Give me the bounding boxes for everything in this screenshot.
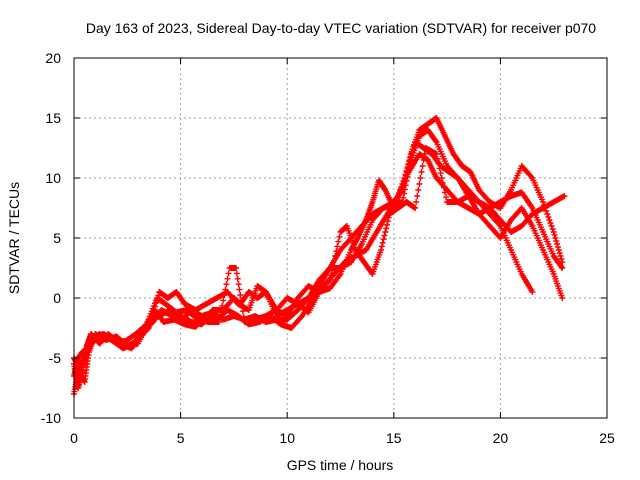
x-tick-label: 10 [279, 430, 295, 446]
grid-lines [74, 58, 607, 418]
interpolated-markers [317, 278, 332, 294]
data-point [561, 193, 568, 199]
interpolated-markers [306, 291, 322, 314]
series-3 [71, 151, 566, 373]
interpolated-markers [477, 188, 492, 204]
interpolated-markers [519, 212, 535, 228]
interpolated-markers [425, 128, 439, 144]
interpolated-markers [133, 322, 149, 337]
y-tick-labels: -10 -5 0 5 10 15 20 [41, 50, 61, 426]
data-point [326, 277, 333, 283]
interpolated-markers [306, 284, 322, 300]
interpolated-markers [498, 188, 513, 210]
interpolated-markers [487, 212, 503, 228]
y-tick-label: -5 [49, 350, 62, 366]
data-point [559, 295, 566, 301]
interpolated-markers [295, 301, 311, 315]
data-point [399, 187, 406, 193]
interpolated-markers [268, 313, 283, 327]
interpolated-markers [530, 225, 545, 251]
chart-title: Day 163 of 2023, Sidereal Day-to-day VTE… [86, 20, 596, 36]
interpolated-markers [519, 190, 535, 210]
interpolated-markers [434, 141, 450, 167]
interpolated-markers [378, 214, 392, 250]
interpolated-markers [233, 270, 247, 320]
interpolated-markers [217, 270, 232, 320]
interpolated-markers [327, 233, 343, 279]
interpolated-markers [327, 272, 343, 290]
interpolated-markers [451, 152, 465, 168]
y-tick-label: 0 [53, 290, 61, 306]
interpolated-markers [400, 154, 414, 190]
interpolated-markers [344, 225, 358, 251]
axis-ticks [73, 57, 608, 419]
interpolated-markers [541, 231, 556, 257]
interpolated-markers [413, 151, 428, 205]
interpolated-markers [370, 249, 384, 275]
data-point [550, 229, 557, 235]
interpolated-markers [434, 116, 448, 138]
x-tick-label: 0 [70, 430, 78, 446]
data-point [215, 319, 222, 325]
interpolated-markers [487, 206, 503, 222]
interpolated-markers [551, 273, 565, 299]
interpolated-markers [101, 331, 117, 344]
interpolated-markers [551, 232, 565, 262]
interpolated-markers [353, 248, 367, 264]
interpolated-markers [364, 230, 379, 252]
interpolated-markers [391, 188, 405, 204]
series-2 [71, 139, 566, 379]
data-point [559, 259, 566, 265]
data-point [233, 265, 240, 271]
x-tick-label: 5 [177, 430, 185, 446]
data-point [412, 205, 419, 211]
interpolated-markers [509, 249, 524, 275]
data-point [433, 151, 440, 157]
x-tick-label: 15 [386, 430, 402, 446]
x-axis-label: GPS time / hours [287, 457, 394, 473]
data-point [559, 265, 566, 271]
interpolated-markers [123, 331, 138, 344]
y-tick-label: 15 [45, 110, 61, 126]
interpolated-markers [530, 177, 545, 203]
series-5 [73, 145, 568, 373]
interpolated-markers [374, 212, 390, 234]
data-point [540, 199, 547, 205]
interpolated-markers [519, 164, 535, 180]
interpolated-markers [425, 158, 439, 180]
interpolated-markers [289, 314, 305, 330]
x-tick-labels: 0 5 10 15 20 25 [70, 430, 615, 446]
interpolated-markers [144, 297, 160, 325]
interpolated-markers [509, 165, 524, 191]
interpolated-markers [174, 290, 188, 306]
y-tick-label: 10 [45, 170, 61, 186]
y-tick-label: -10 [41, 410, 61, 426]
interpolated-markers [359, 212, 375, 228]
data-point [378, 247, 385, 253]
interpolated-markers [541, 249, 556, 275]
x-tick-label: 25 [599, 430, 615, 446]
data-point [529, 289, 536, 295]
y-tick-label: 5 [53, 230, 61, 246]
interpolated-markers [185, 307, 200, 322]
interpolated-markers [359, 219, 375, 245]
interpolated-markers [551, 254, 565, 270]
interpolated-markers [519, 272, 535, 294]
y-axis-label: SDTVAR / TECUs [6, 182, 22, 294]
interpolated-markers [285, 307, 300, 322]
interpolated-markers [332, 260, 347, 276]
x-tick-label: 20 [493, 430, 509, 446]
interpolated-markers [442, 134, 456, 156]
interpolated-markers [434, 155, 450, 201]
interpolated-markers [468, 170, 482, 192]
series-4 [71, 115, 566, 397]
interpolated-markers [80, 335, 96, 361]
data-series [71, 115, 568, 397]
interpolated-markers [408, 129, 422, 155]
y-tick-label: 20 [45, 50, 61, 66]
interpolated-markers [317, 266, 332, 288]
